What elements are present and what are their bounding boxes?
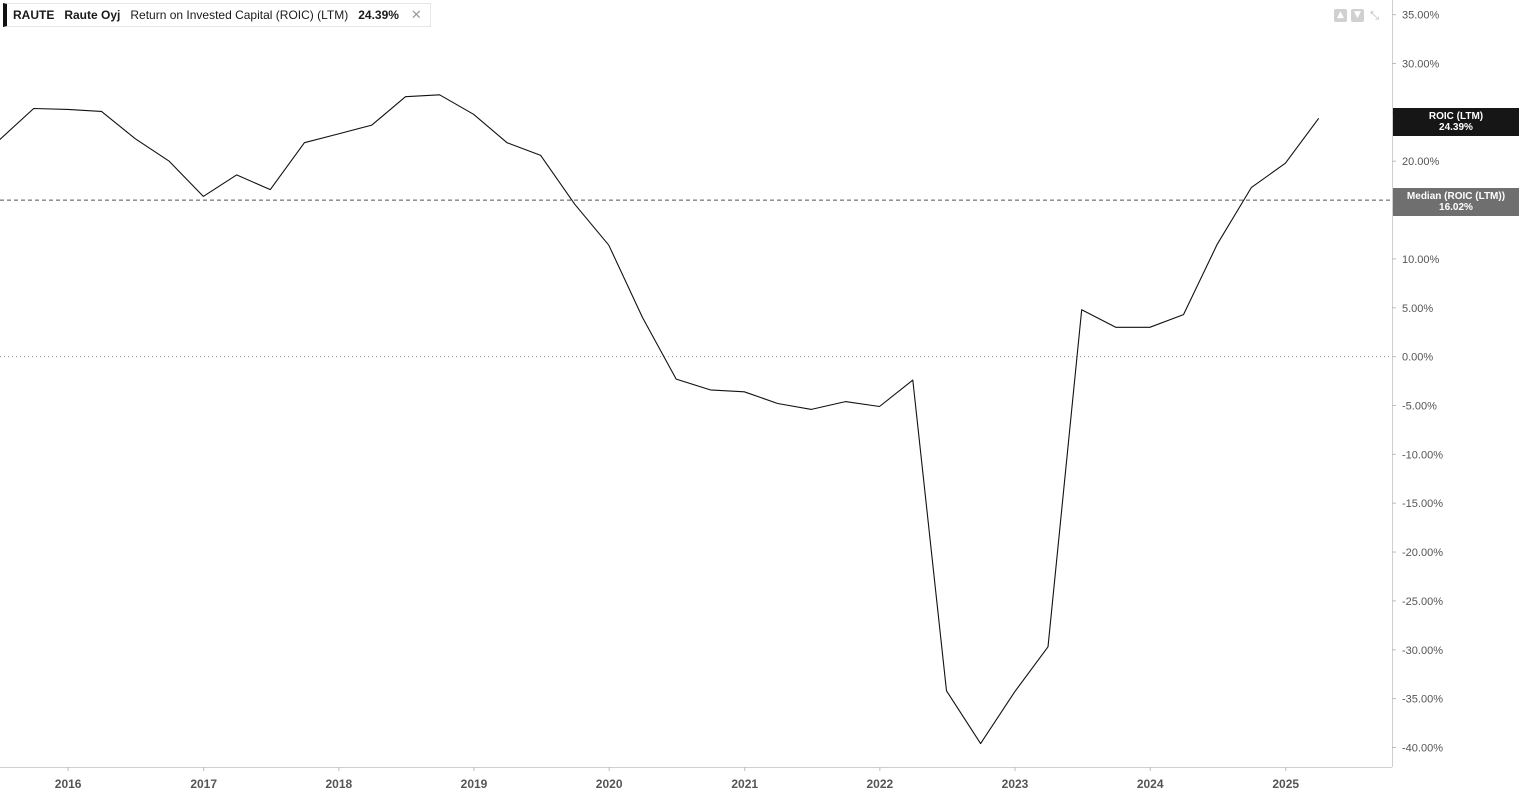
collapse-icon[interactable]: ⤡	[1370, 9, 1379, 22]
x-tick-label: 2016	[55, 777, 82, 791]
close-icon[interactable]: ✕	[410, 7, 422, 22]
median-tag-label: Median (ROIC (LTM))	[1406, 191, 1506, 202]
arrow-up-icon[interactable]: ▲	[1334, 9, 1347, 22]
legend-metric: Return on Invested Capital (ROIC) (LTM)	[130, 8, 349, 22]
legend-value: 24.39%	[358, 8, 399, 22]
x-tick-label: 2023	[1002, 777, 1029, 791]
y-tick-label: -15.00%	[1402, 498, 1443, 510]
reference-lines	[0, 199, 1392, 358]
series-line-roic	[0, 94, 1320, 745]
y-tick-label: -25.00%	[1402, 596, 1443, 608]
x-tick-label: 2017	[190, 777, 217, 791]
y-tick-label: 30.00%	[1402, 59, 1440, 71]
y-tick-label: -10.00%	[1402, 449, 1443, 461]
chart-toolbar: ▲ ▼ ⤡	[1334, 9, 1381, 22]
median-value-tag: Median (ROIC (LTM)) 16.02%	[1393, 188, 1519, 216]
x-tick-label: 2025	[1272, 777, 1299, 791]
x-tick-label: 2018	[325, 777, 352, 791]
roic-last-value-tag: ROIC (LTM) 24.39%	[1393, 108, 1519, 136]
roic-tag-label: ROIC (LTM)	[1428, 111, 1484, 122]
y-tick-label: 10.00%	[1402, 254, 1440, 266]
x-tick-label: 2021	[731, 777, 758, 791]
y-tick-label: -35.00%	[1402, 694, 1443, 706]
y-tick-label: -5.00%	[1402, 400, 1437, 412]
y-tick-label: 0.00%	[1402, 352, 1433, 364]
y-tick-label: -30.00%	[1402, 645, 1443, 657]
arrow-down-icon[interactable]: ▼	[1351, 9, 1364, 22]
x-tick-label: 2019	[461, 777, 488, 791]
series-layer	[0, 94, 1320, 745]
y-tick-label: 20.00%	[1402, 156, 1440, 168]
series-legend[interactable]: RAUTE Raute Oyj Return on Invested Capit…	[3, 3, 431, 27]
legend-ticker: RAUTE	[13, 8, 55, 22]
x-tick-label: 2022	[867, 777, 894, 791]
x-tick-label: 2020	[596, 777, 623, 791]
y-tick-label: -20.00%	[1402, 547, 1443, 559]
roic-tag-value: 24.39%	[1439, 122, 1473, 133]
legend-company: Raute Oyj	[64, 8, 121, 22]
y-tick-label: 35.00%	[1402, 10, 1440, 22]
axes: 35.00%30.00%25.00%20.00%15.00%10.00%5.00…	[0, 0, 1443, 791]
x-tick-label: 2024	[1137, 777, 1164, 791]
y-tick-label: -40.00%	[1402, 742, 1443, 754]
y-tick-label: 5.00%	[1402, 303, 1433, 315]
median-tag-value: 16.02%	[1439, 202, 1473, 213]
